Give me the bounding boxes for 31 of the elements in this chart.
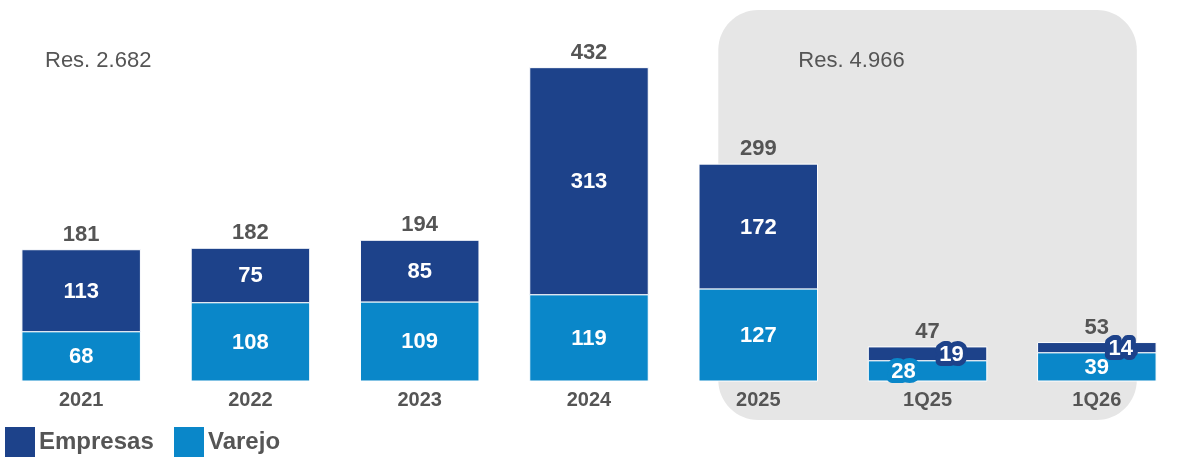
data-label: 313: [570, 168, 608, 194]
x-tick-label: 2024: [566, 387, 613, 410]
data-label: 119: [571, 324, 607, 350]
data-label: 28: [891, 357, 916, 383]
total-label: 47: [915, 317, 940, 343]
data-label: 172: [739, 213, 777, 239]
data-label: 127: [739, 321, 777, 347]
x-tick-label: 1Q26: [1072, 387, 1122, 410]
x-tick-label: 2022: [228, 387, 273, 410]
band-label: Res. 4.966: [798, 47, 905, 72]
total-label: 194: [401, 211, 439, 237]
data-label: 108: [232, 328, 269, 354]
data-label: 68: [68, 343, 94, 369]
x-tick-label: 2021: [58, 387, 104, 410]
data-label: 113: [63, 277, 99, 303]
legend-label: Varejo: [208, 427, 281, 454]
x-tick-label: 1Q25: [903, 387, 953, 410]
total-label: 53: [1084, 313, 1110, 339]
data-label: 19: [939, 340, 964, 366]
total-label: 182: [232, 219, 269, 245]
x-tick-label: 2023: [397, 387, 442, 410]
data-label: 39: [1084, 353, 1110, 379]
data-label: 85: [407, 258, 432, 284]
legend-label: Empresas: [39, 427, 154, 454]
x-tick-label: 2025: [736, 387, 781, 410]
data-label: 75: [238, 262, 263, 288]
annotation: Res. 2.682: [45, 47, 152, 72]
data-label: 109: [401, 328, 439, 354]
total-label: 181: [62, 220, 100, 246]
total-label: 432: [570, 38, 608, 64]
total-label: 299: [739, 135, 777, 161]
